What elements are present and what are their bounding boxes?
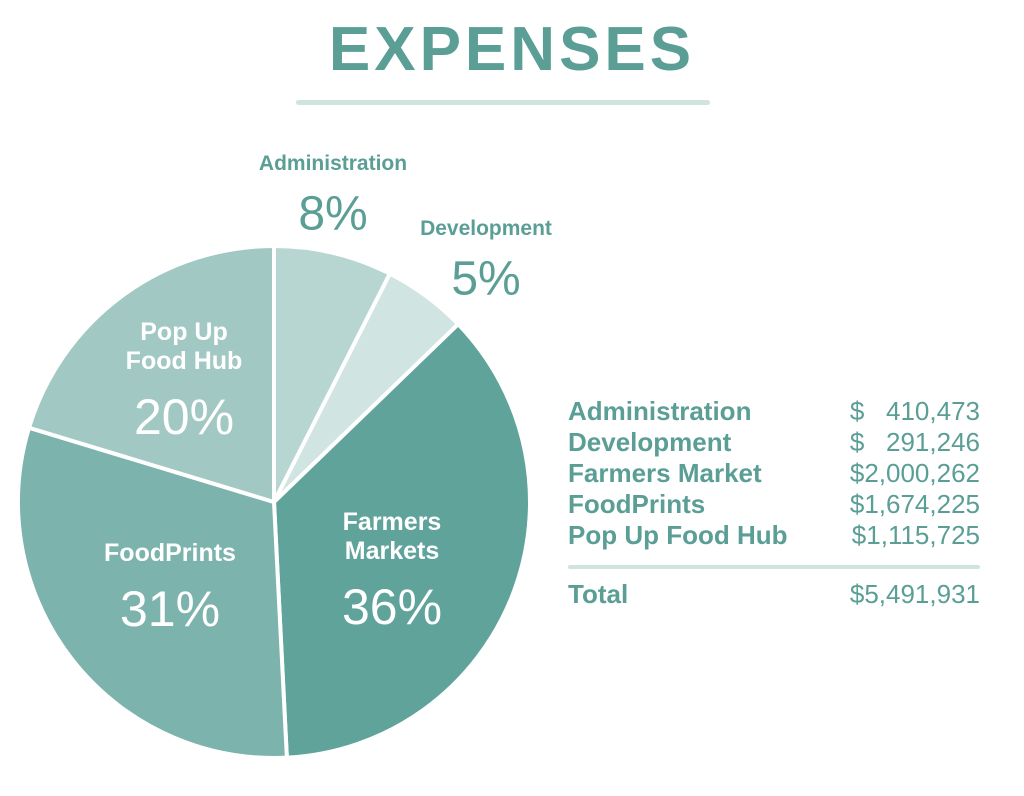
expenses-pie-chart: Administration 8% Development 5% FarmersMark… [16,152,552,760]
slice-name-label: Development [420,217,552,240]
expenses-table: Administration $ 410,473 Development $ 2… [568,396,980,610]
pie-slice-administration [272,244,392,504]
slice-name-label: Farmers [343,508,442,536]
row-amount: $1,674,225 [849,489,980,519]
slice-name-label: Administration [259,152,407,175]
row-amount: $2,000,262 [849,458,980,488]
pie-slice-farmers-markets [272,322,532,760]
slice-name-label: Food Hub [126,347,243,375]
slice-percent-label: 8% [298,188,367,241]
slice-name-label: FoodPrints [104,539,236,567]
pie-slice-pop-up-food-hub [27,244,276,504]
total-amount: $5,491,931 [849,579,980,609]
table-row: Farmers Market $2,000,262 [568,458,980,489]
row-amount: $1,115,725 [851,520,980,550]
slice-name-label: Markets [345,537,440,565]
chart-title: EXPENSES [328,15,696,84]
slice-percent-label: 36% [342,579,442,635]
table-total-row: Total $5,491,931 [568,579,980,610]
slice-name-label: Pop Up [140,318,228,346]
slice-percent-label: 5% [451,253,520,306]
slice-percent-label: 31% [120,581,220,637]
table-row: Pop Up Food Hub $1,115,725 [568,520,980,551]
table-divider [568,565,980,569]
row-amount: $ 410,473 [849,396,980,426]
row-label: Administration [568,396,752,426]
slice-label-foodprints: FoodPrints 31% [104,539,236,637]
title-divider [296,100,710,105]
table-row: FoodPrints $1,674,225 [568,489,980,520]
row-label: FoodPrints [568,489,706,519]
row-label: Pop Up Food Hub [568,520,788,550]
pie-slice-foodprints [16,425,289,760]
slice-percent-label: 20% [134,389,234,445]
total-label: Total [568,579,629,609]
slice-label-development: Development 5% [420,217,552,306]
table-row: Development $ 291,246 [568,427,980,458]
row-label: Farmers Market [568,458,762,488]
row-label: Development [568,427,732,457]
table-row: Administration $ 410,473 [568,396,980,427]
row-amount: $ 291,246 [849,427,980,457]
slice-label-administration: Administration 8% [259,152,407,241]
